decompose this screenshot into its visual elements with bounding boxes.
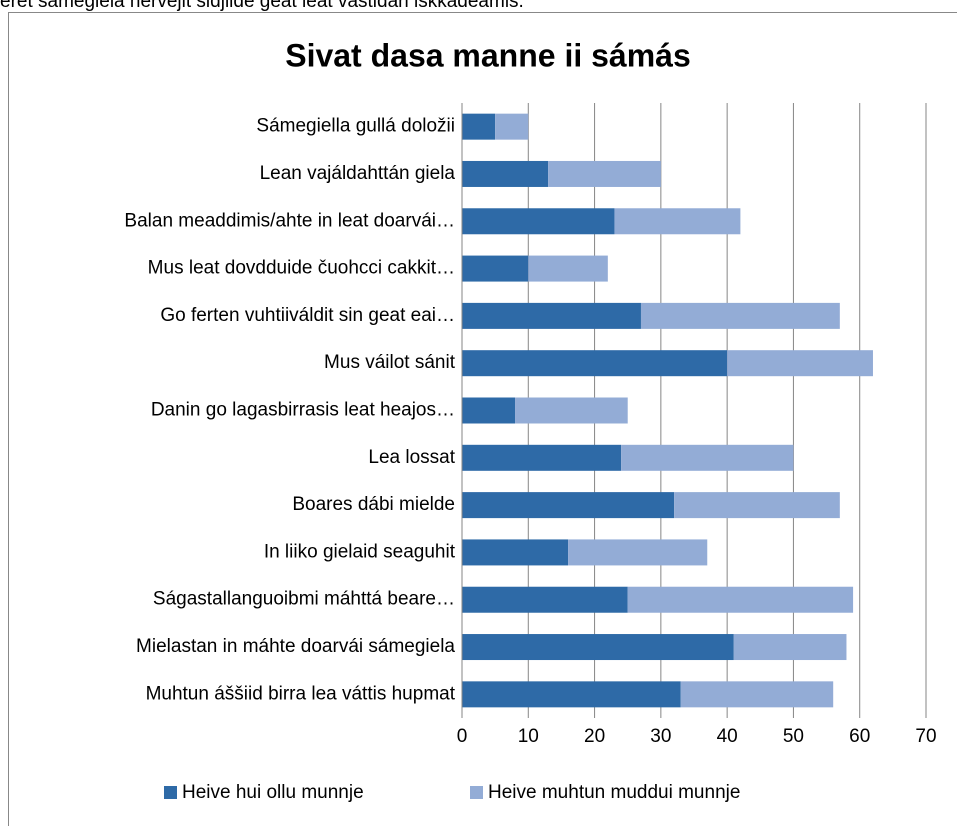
bar [462, 634, 734, 661]
bar [462, 350, 728, 377]
y-tick-label: Mus váilot sánit [324, 352, 456, 373]
bar [462, 492, 675, 519]
bar [462, 160, 549, 187]
bar [462, 208, 615, 235]
x-tick-label: 70 [915, 726, 936, 747]
bar [462, 586, 628, 613]
y-tick-label: Danin go lagasbirrasis leat heajos… [151, 400, 455, 421]
legend-label: Heive muhtun muddui munnje [488, 782, 740, 803]
x-tick-label: 30 [650, 726, 671, 747]
legend-swatch [164, 786, 177, 799]
bar [733, 634, 847, 661]
bar [548, 160, 661, 187]
bar [462, 539, 569, 566]
bar [528, 255, 608, 282]
y-tick-label: Sámegiella gullá doložii [256, 116, 455, 137]
x-tick-label: 0 [457, 726, 468, 747]
bar [627, 586, 854, 613]
y-tick-label: Ságastallanguoibmi máhttá beare… [153, 589, 455, 610]
x-tick-label: 40 [717, 726, 738, 747]
y-tick-label: Muhtun áššiid birra lea váttis hupmat [146, 683, 456, 704]
x-tick-label: 20 [584, 726, 605, 747]
legend-swatch [470, 786, 483, 799]
bar [462, 113, 496, 140]
bar [640, 302, 840, 329]
bar [568, 539, 708, 566]
x-tick-label: 10 [518, 726, 539, 747]
bar [462, 444, 622, 471]
x-tick-label: 60 [849, 726, 870, 747]
bar [462, 302, 641, 329]
bar [614, 208, 741, 235]
y-tick-label: Mielastan in máhte doarvái sámegiela [136, 636, 455, 657]
y-tick-label: In liiko gielaid seaguhit [264, 541, 456, 562]
legend-label: Heive hui ollu munnje [182, 782, 364, 803]
y-tick-label: Boares dábi mielde [292, 494, 455, 515]
bar [495, 113, 529, 140]
bar [727, 350, 873, 377]
x-tick-label: 50 [783, 726, 804, 747]
y-tick-label: Mus leat dovdduide čuohcci cakkit… [148, 258, 455, 279]
chart-title: Sivat dasa manne ii sámás [285, 37, 691, 73]
bar [680, 681, 834, 708]
y-tick-label: Lea lossat [368, 447, 455, 468]
caption: eret sámegiela hervejit sidjiide geat le… [0, 0, 524, 12]
bar [462, 397, 516, 424]
y-tick-label: Balan meaddimis/ahte in leat doarvái… [124, 210, 455, 231]
bar [462, 255, 529, 282]
bar [515, 397, 628, 424]
bar [674, 492, 840, 519]
y-tick-label: Go ferten vuhtiiváldit sin geat eai… [160, 305, 455, 326]
bar [621, 444, 794, 471]
bar [462, 681, 681, 708]
y-tick-label: Lean vajáldahttán giela [260, 163, 456, 184]
